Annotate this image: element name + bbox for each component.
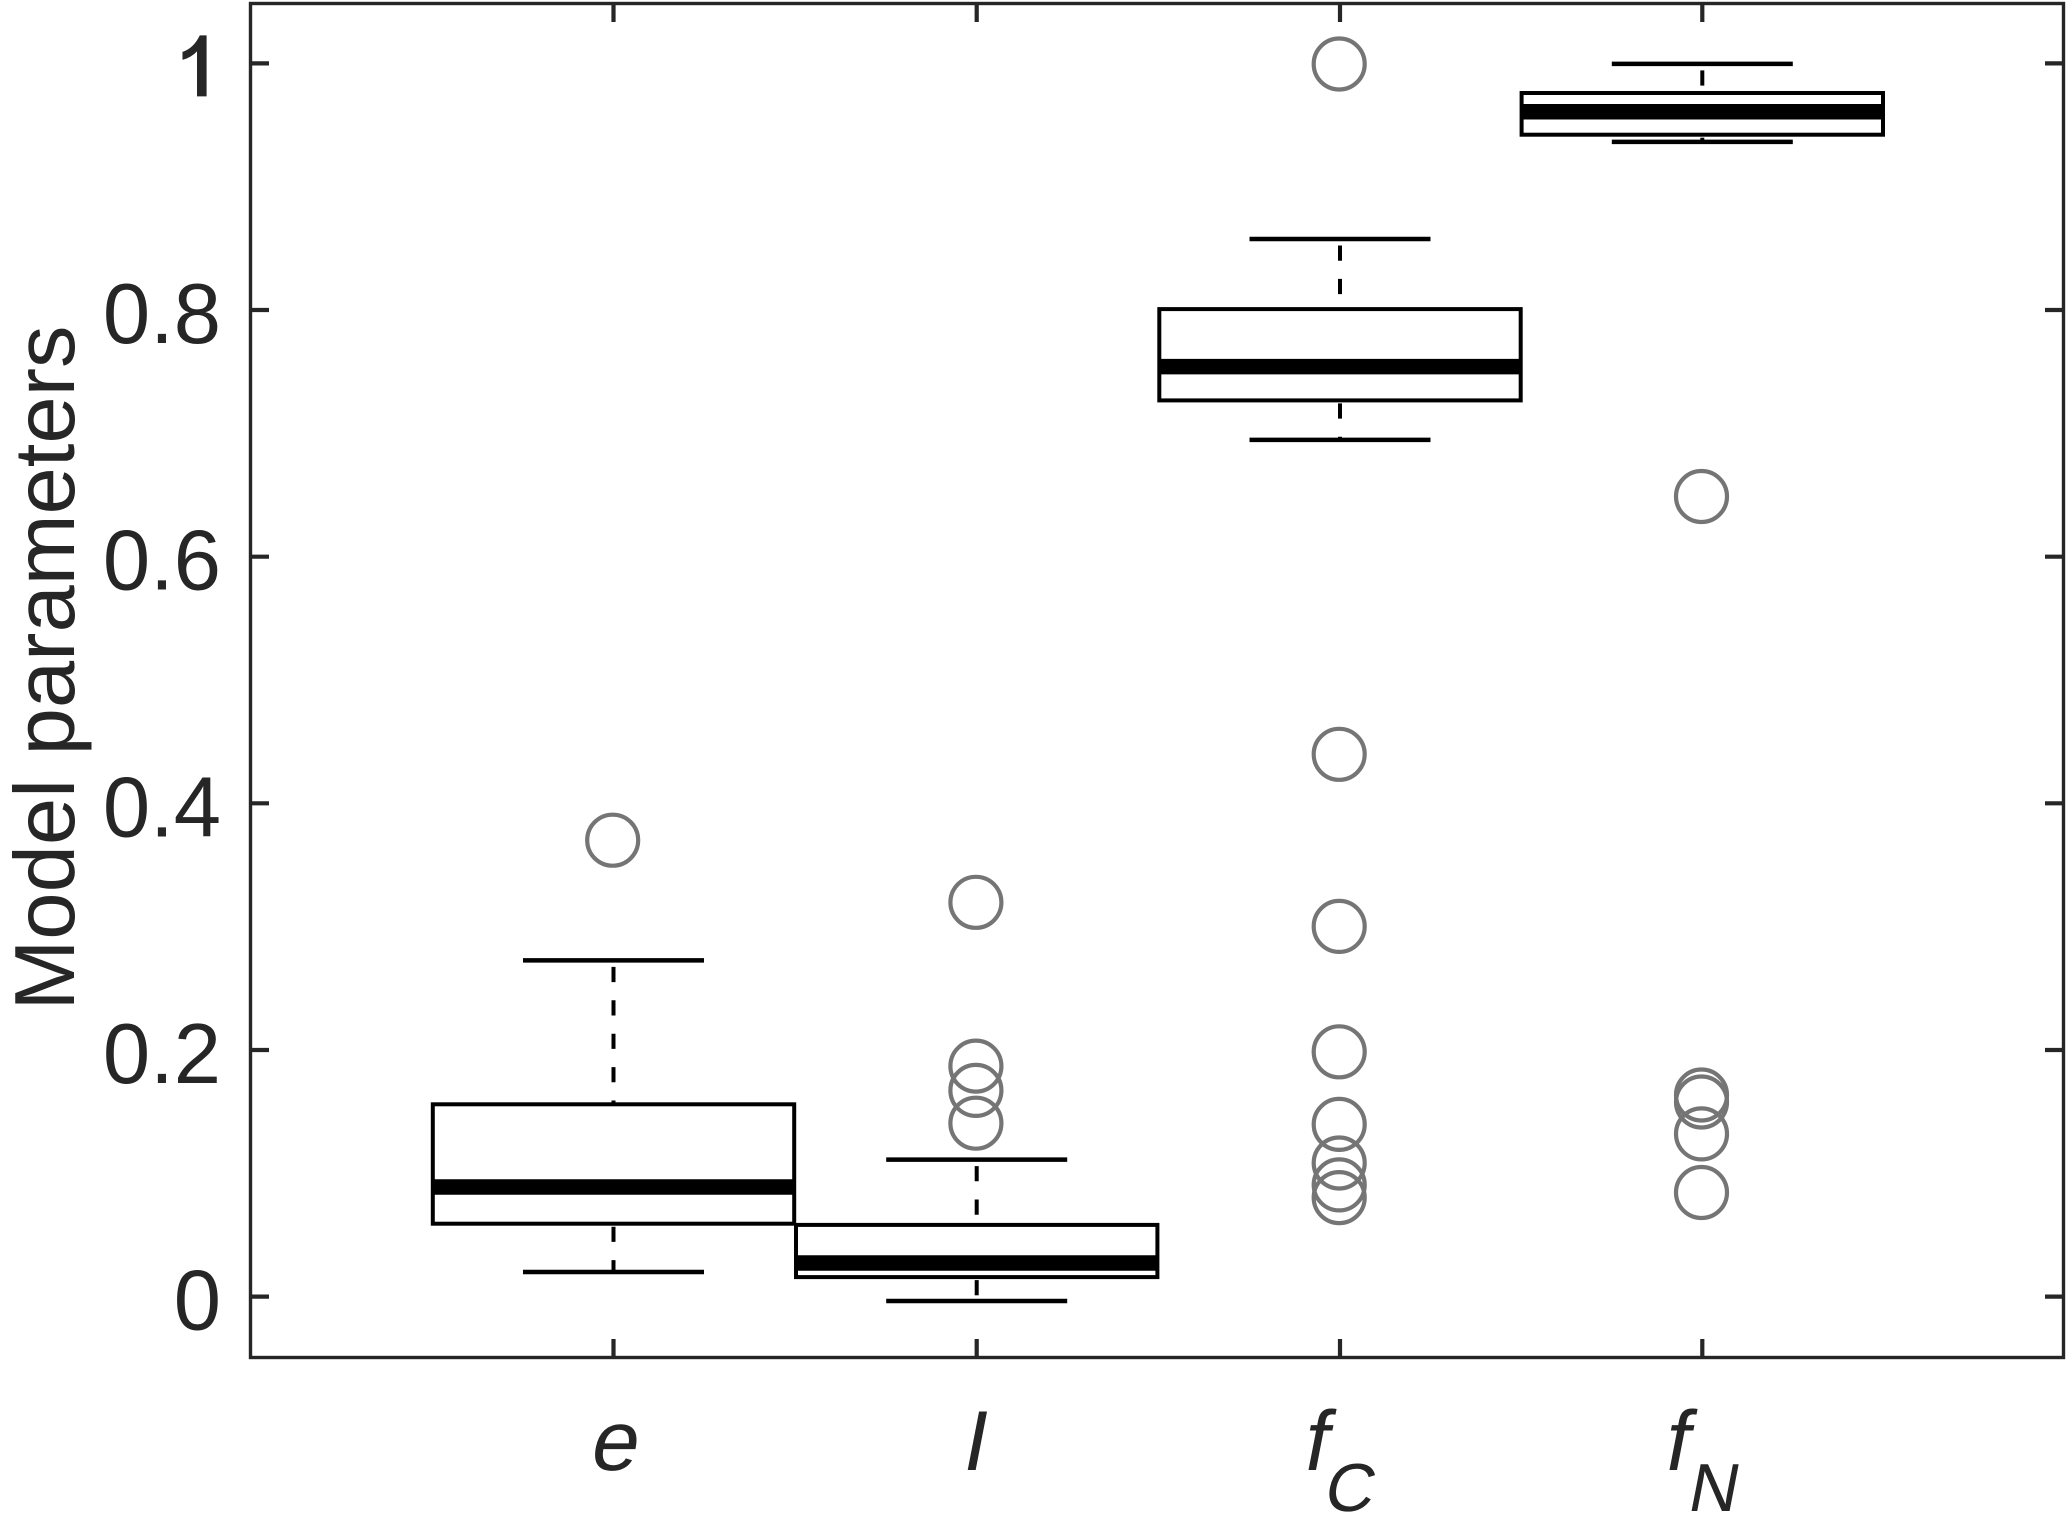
svg-text:0.6: 0.6 bbox=[103, 514, 221, 609]
svg-text:0.4: 0.4 bbox=[103, 760, 221, 855]
svg-text:0.8: 0.8 bbox=[103, 267, 221, 362]
svg-text:0.2: 0.2 bbox=[103, 1007, 221, 1102]
svg-text:0: 0 bbox=[174, 1254, 221, 1349]
svg-text:Model parameters: Model parameters bbox=[0, 325, 93, 1010]
